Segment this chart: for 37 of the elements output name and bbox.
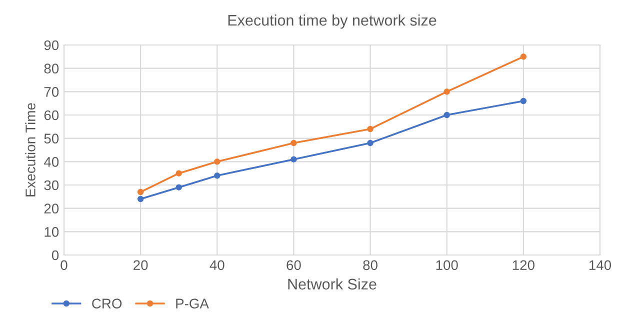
point xyxy=(290,140,297,146)
point xyxy=(520,98,527,104)
point xyxy=(444,112,450,118)
y-tick-label: 80 xyxy=(44,64,59,74)
x-tick-label: 40 xyxy=(210,260,224,270)
y-tick-label: 50 xyxy=(44,134,59,144)
y-tick-label: 10 xyxy=(44,227,59,237)
y-tick-label: 30 xyxy=(44,180,59,190)
x-tick-label: 0 xyxy=(60,260,68,270)
point xyxy=(137,188,144,196)
x-tick-label: 140 xyxy=(589,260,612,270)
point xyxy=(520,54,527,60)
point xyxy=(176,170,182,176)
legend-label: P-GA xyxy=(176,298,209,308)
x-axis-title: Network Size xyxy=(288,278,376,290)
point xyxy=(367,126,374,132)
point xyxy=(137,196,144,202)
y-tick-label: 20 xyxy=(44,204,59,214)
y-tick-label: 60 xyxy=(44,110,59,120)
point xyxy=(176,184,182,190)
point xyxy=(444,88,450,95)
point xyxy=(214,172,220,179)
point xyxy=(214,158,220,165)
y-tick-label: 0 xyxy=(52,250,59,260)
x-tick-label: 120 xyxy=(512,260,534,270)
y-tick-label: 70 xyxy=(44,87,59,97)
point xyxy=(290,156,297,162)
x-tick-label: 20 xyxy=(134,260,148,270)
chart-title: Execution time by network size xyxy=(228,14,436,29)
y-axis-title: Execution Time xyxy=(25,103,36,196)
point xyxy=(367,140,374,146)
legend-label: CRO xyxy=(92,298,122,308)
x-tick-label: 100 xyxy=(436,260,458,270)
y-tick-label: 40 xyxy=(44,157,59,167)
x-tick-label: 60 xyxy=(286,260,301,270)
x-tick-label: 80 xyxy=(363,260,378,270)
y-tick-label: 90 xyxy=(44,40,59,50)
